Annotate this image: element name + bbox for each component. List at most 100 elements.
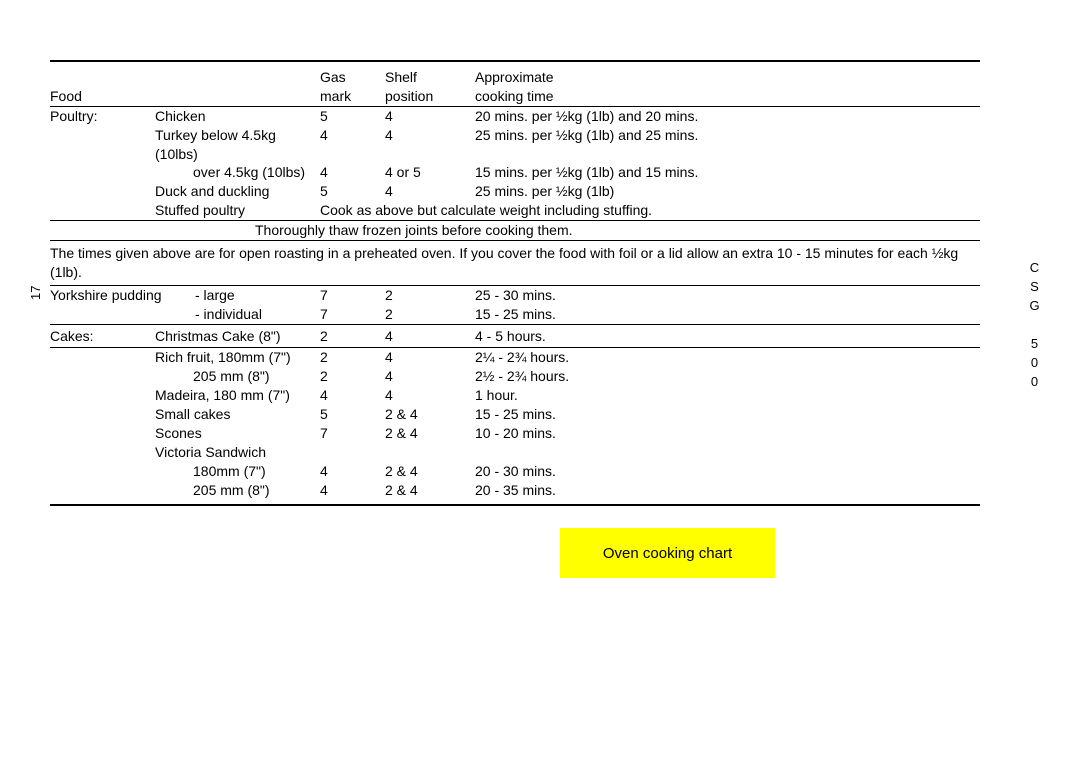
food-cell: Poultry: [50,107,155,126]
item-cell: 205 mm (8") [155,481,320,500]
shelf-cell: 4 [385,348,475,367]
time-cell: 25 mins. per ½kg (1lb) [475,182,980,201]
time-cell: 2¼ - 2¾ hours. [475,348,980,367]
gas-cell: 4 [320,163,385,182]
header-food2: Food [50,87,155,106]
gas-cell: 4 [320,386,385,405]
chart-title-highlight: Oven cooking chart [560,528,775,578]
gas-cell: 4 [320,481,385,500]
cooking-table: Gas Shelf Approximate Food mark position… [50,60,980,506]
header-gas1: Gas [320,68,385,87]
cakes-item1: Christmas Cake (8") [155,327,320,346]
header-time1: Approximate [475,68,980,87]
item-cell: Madeira, 180 mm (7") [155,386,320,405]
time-cell: 20 - 30 mins. [475,462,980,481]
shelf-cell: 2 & 4 [385,462,475,481]
thaw-note-row: Thoroughly thaw frozen joints before coo… [50,221,980,241]
table-row: Duck and duckling5425 mins. per ½kg (1lb… [50,182,980,201]
shelf-cell: 2 [385,286,475,305]
table-row: 205 mm (8")242½ - 2¾ hours. [50,367,980,386]
chart-title: Oven cooking chart [603,545,732,562]
time-cell: 20 mins. per ½kg (1lb) and 20 mins. [475,107,980,126]
time-cell: 15 - 25 mins. [475,405,980,424]
table-header-row2: Food mark position cooking time [50,87,980,107]
header-gas2: mark [320,87,385,106]
time-cell: 10 - 20 mins. [475,424,980,443]
time-cell: 1 hour. [475,386,980,405]
roasting-note-row: The times given above are for open roast… [50,241,980,286]
poultry-section: Poultry:Chicken5420 mins. per ½kg (1lb) … [50,107,980,201]
gas-cell: 2 [320,348,385,367]
shelf-cell: 2 [385,305,475,324]
table-row: 180mm (7")42 & 420 - 30 mins. [50,462,980,481]
item-cell: Scones [155,424,320,443]
page: 17 CSG 500 Gas Shelf Approximate Food ma… [0,0,1080,546]
stuffed-poultry-row: Stuffed poultry Cook as above but calcul… [50,201,980,221]
roasting-note: The times given above are for open roast… [50,244,980,282]
time-cell: 20 - 35 mins. [475,481,980,500]
gas-cell: 4 [320,126,385,145]
table-row: Turkey below 4.5kg (10lbs)4425 mins. per… [50,126,980,164]
item-cell: 205 mm (8") [155,367,320,386]
time-cell: 15 mins. per ½kg (1lb) and 15 mins. [475,163,980,182]
table-row: Rich fruit, 180mm (7")242¼ - 2¾ hours. [50,348,980,367]
shelf-cell: 2 & 4 [385,424,475,443]
gas-cell: 5 [320,107,385,126]
table-row: - individual7215 - 25 mins. [50,305,980,324]
table-header-row: Gas Shelf Approximate [50,62,980,87]
item-cell: - individual [195,305,320,324]
item-cell: Duck and duckling [155,182,320,201]
cakes-shelf1: 4 [385,327,475,346]
model-label: CSG 500 [1027,260,1042,393]
item-cell: Turkey below 4.5kg (10lbs) [155,126,320,164]
item-cell: over 4.5kg (10lbs) [155,163,320,182]
table-row: 205 mm (8")42 & 420 - 35 mins. [50,481,980,500]
header-shelf1: Shelf [385,68,475,87]
shelf-cell: 4 [385,386,475,405]
yorkshire-section: Yorkshire pudding- large7225 - 30 mins.-… [50,286,980,325]
gas-cell: 5 [320,405,385,424]
table-row: Yorkshire pudding- large7225 - 30 mins. [50,286,980,305]
gas-cell: 5 [320,182,385,201]
table-row: over 4.5kg (10lbs)44 or 515 mins. per ½k… [50,163,980,182]
shelf-cell: 4 [385,107,475,126]
table-row: Poultry:Chicken5420 mins. per ½kg (1lb) … [50,107,980,126]
shelf-cell: 4 or 5 [385,163,475,182]
time-cell: 25 mins. per ½kg (1lb) and 25 mins. [475,126,980,145]
thaw-note: Thoroughly thaw frozen joints before coo… [50,221,980,240]
gas-cell: 4 [320,462,385,481]
gas-cell: 7 [320,286,385,305]
header-time2: cooking time [475,87,980,106]
page-number: 17 [28,286,43,300]
cakes-time1: 4 - 5 hours. [475,327,980,346]
item-cell: Chicken [155,107,320,126]
table-row: Small cakes52 & 415 - 25 mins. [50,405,980,424]
shelf-cell: 4 [385,367,475,386]
item-cell: - large [195,286,320,305]
shelf-cell: 2 & 4 [385,405,475,424]
item-cell: 180mm (7") [155,462,320,481]
item-cell: Rich fruit, 180mm (7") [155,348,320,367]
item-cell: Small cakes [155,405,320,424]
stuffed-item: Stuffed poultry [155,201,320,220]
table-row: Madeira, 180 mm (7")441 hour. [50,386,980,405]
shelf-cell: 4 [385,182,475,201]
table-row: Victoria Sandwich [50,443,980,462]
shelf-cell: 2 & 4 [385,481,475,500]
stuffed-note: Cook as above but calculate weight inclu… [320,201,980,220]
header-shelf2: position [385,87,475,106]
cakes-gas1: 2 [320,327,385,346]
time-cell: 15 - 25 mins. [475,305,980,324]
gas-cell: 7 [320,305,385,324]
food-cell: Yorkshire pudding [50,286,195,305]
time-cell: 25 - 30 mins. [475,286,980,305]
cakes-row1: Cakes: Christmas Cake (8") 2 4 4 - 5 hou… [50,325,980,349]
table-row: Scones72 & 410 - 20 mins. [50,424,980,443]
cakes-label: Cakes: [50,327,155,346]
shelf-cell: 4 [385,126,475,145]
gas-cell: 7 [320,424,385,443]
item-cell: Victoria Sandwich [155,443,320,462]
gas-cell: 2 [320,367,385,386]
cakes-rest: Rich fruit, 180mm (7")242¼ - 2¾ hours.20… [50,348,980,503]
time-cell: 2½ - 2¾ hours. [475,367,980,386]
